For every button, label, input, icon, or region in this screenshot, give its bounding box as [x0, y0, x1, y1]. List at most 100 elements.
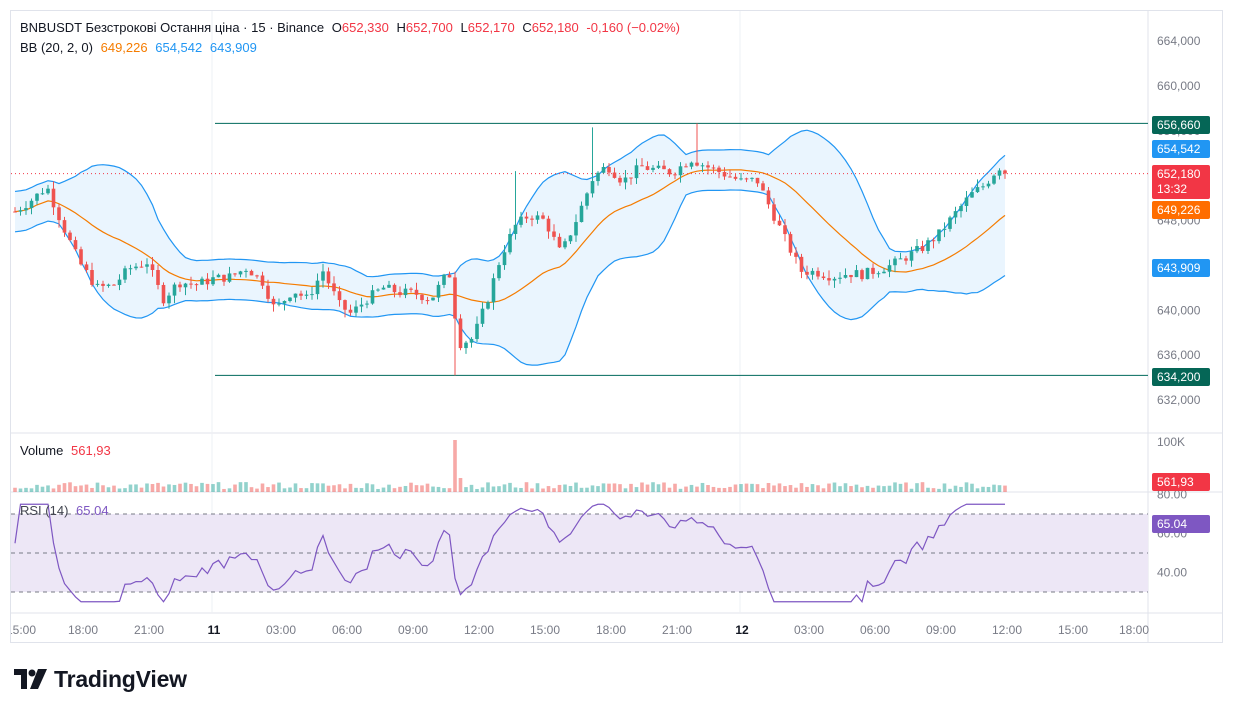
- candle-body: [843, 275, 848, 278]
- volume-bar: [392, 488, 397, 492]
- time-tick-label: 12:00: [992, 623, 1022, 637]
- candle-body: [810, 270, 815, 275]
- candle-body: [816, 270, 820, 277]
- volume-bar: [123, 488, 127, 492]
- rsi-last-label: 65.04: [1152, 515, 1210, 533]
- candle-body: [915, 246, 919, 252]
- candle-body: [524, 216, 529, 219]
- candle-body: [535, 215, 540, 220]
- low-value: 652,170: [467, 20, 515, 35]
- candle-body: [62, 220, 67, 233]
- bb-basis-price-label-bg: [1152, 201, 1210, 219]
- candle-body: [84, 264, 89, 271]
- close-value: 652,180: [531, 20, 579, 35]
- bb-upper-price-label-bg: [1152, 140, 1210, 158]
- candle-body: [871, 267, 875, 274]
- chart-canvas[interactable]: 664,000660,000656,000652,000648,000644,0…: [11, 11, 1222, 642]
- candle-body: [502, 252, 507, 266]
- volume-bar: [354, 487, 358, 492]
- candle-body: [128, 268, 133, 270]
- candle-body: [480, 308, 485, 324]
- volume-bar: [332, 485, 336, 492]
- volume-bar: [277, 482, 281, 492]
- volume-bar: [750, 483, 754, 492]
- volume-bar: [926, 487, 930, 492]
- candle-body: [618, 177, 622, 183]
- volume-bar: [777, 483, 782, 492]
- rsi-tick-label: 40.00: [1157, 566, 1187, 580]
- volume-last-label-text: 561,93: [1157, 475, 1194, 489]
- candle-body: [475, 323, 479, 339]
- volume-bar: [293, 483, 298, 492]
- volume-bar: [508, 482, 512, 492]
- volume-bar: [882, 486, 886, 492]
- change-value: -0,160 (−0.02%): [586, 20, 680, 35]
- candle-body: [178, 284, 182, 288]
- volume-bar: [684, 486, 688, 492]
- candle-body: [711, 167, 716, 169]
- volume-bar: [629, 483, 633, 492]
- high-label: H: [396, 20, 406, 35]
- volume-bar: [249, 487, 254, 492]
- candle-body: [909, 251, 914, 261]
- candle-body: [266, 285, 270, 299]
- candle-body: [216, 274, 221, 278]
- volume-bar: [13, 487, 17, 492]
- candle-body: [975, 187, 980, 193]
- candle-body: [299, 293, 303, 296]
- candle-body: [750, 177, 754, 179]
- volume-bar: [706, 485, 710, 492]
- last-price-label-text: 652,180: [1157, 167, 1201, 181]
- candle-body: [359, 304, 364, 307]
- price-tick-label: 660,000: [1157, 79, 1201, 93]
- candle-body: [552, 231, 556, 237]
- volume-bar: [612, 483, 617, 492]
- high-value: 652,700: [405, 20, 453, 35]
- candle-body: [898, 258, 903, 260]
- volume-bar: [304, 488, 309, 492]
- candle-body: [766, 190, 771, 205]
- volume-bar: [871, 487, 875, 492]
- candle-body: [172, 284, 177, 296]
- volume-bar: [222, 488, 226, 492]
- candle-body: [161, 284, 166, 304]
- candle-body: [926, 240, 930, 251]
- candle-body: [568, 235, 573, 242]
- volume-bar: [634, 487, 639, 492]
- volume-bar: [849, 486, 853, 492]
- last-price-label-countdown: 13:32: [1157, 182, 1187, 196]
- candle-body: [860, 270, 864, 280]
- candle-body: [640, 165, 644, 167]
- candle-body: [282, 301, 287, 304]
- tradingview-logo[interactable]: TradingView: [14, 665, 187, 693]
- rsi-legend: RSI (14) 65.04: [20, 503, 113, 518]
- candle-body: [673, 174, 677, 176]
- candle-body: [783, 225, 787, 235]
- volume-bar: [233, 484, 237, 492]
- candle-body: [700, 165, 705, 167]
- rsi-label: RSI (14): [20, 503, 69, 518]
- volume-bar: [458, 478, 463, 492]
- rsi-last-label-bg: [1152, 515, 1210, 533]
- volume-bar: [563, 484, 567, 492]
- volume-bar: [739, 484, 743, 492]
- candle-body: [442, 274, 446, 285]
- candle-body: [326, 271, 331, 284]
- volume-bar: [678, 488, 683, 492]
- volume-bar: [18, 488, 23, 492]
- volume-bar: [722, 488, 727, 492]
- candle-body: [992, 175, 996, 184]
- volume-bar: [150, 484, 155, 492]
- volume-bar: [106, 487, 111, 492]
- candle-body: [101, 283, 105, 286]
- candle-body: [612, 172, 617, 178]
- candle-body: [409, 288, 413, 290]
- volume-bar: [788, 485, 793, 492]
- candle-body: [959, 205, 963, 212]
- volume-bar: [453, 440, 457, 492]
- volume-legend: Volume 561,93: [20, 443, 115, 458]
- candle-body: [458, 318, 463, 349]
- candle-body: [651, 167, 655, 170]
- volume-bar: [711, 486, 716, 492]
- volume-bar: [524, 482, 529, 492]
